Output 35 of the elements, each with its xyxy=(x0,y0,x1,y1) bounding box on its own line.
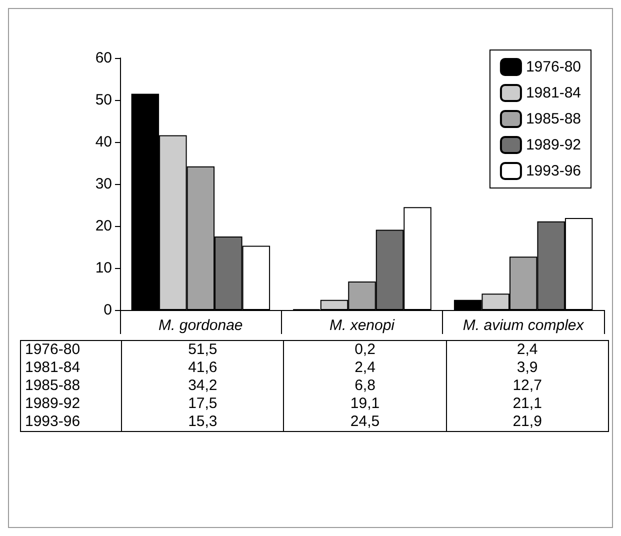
x-tick-label: M. gordonae xyxy=(158,317,243,334)
data-label: 2,4 xyxy=(446,340,608,359)
data-label: 0,2 xyxy=(284,340,446,359)
text: 1993-96 xyxy=(25,413,80,430)
data-label: 3,9 xyxy=(446,359,608,377)
y-tick-label: 30 xyxy=(95,176,112,192)
data-label: 2,4 xyxy=(284,359,446,377)
legend-label: 1981-84 xyxy=(526,84,582,102)
data-label: 34,2 xyxy=(122,377,284,395)
y-tick-label: 60 xyxy=(95,50,112,66)
x-tick-label: M. xenopi xyxy=(329,317,396,334)
y-tick-label: 20 xyxy=(95,218,112,234)
y-tick-label: 40 xyxy=(95,134,112,150)
data-label: 21,1 xyxy=(446,395,608,413)
data-label: 21,9 xyxy=(446,413,608,432)
data-label: 24,5 xyxy=(284,413,446,432)
data-label: 6,8 xyxy=(284,377,446,395)
legend-label: 1989-92 xyxy=(526,136,582,154)
legend-label: 1976-80 xyxy=(526,58,582,76)
legend-label: 1993-96 xyxy=(526,162,582,180)
y-tick-label: 0 xyxy=(104,302,112,318)
data-label: 51,5 xyxy=(122,340,284,359)
text: 1976-80 xyxy=(25,341,80,358)
data-label: 41,6 xyxy=(122,359,284,377)
y-tick-label: 10 xyxy=(95,260,112,276)
text: 1985-88 xyxy=(25,377,80,394)
text: 1981-84 xyxy=(25,359,80,376)
text: 1989-92 xyxy=(25,395,80,412)
data-label: 17,5 xyxy=(122,395,284,413)
legend-label: 1985-88 xyxy=(526,110,582,128)
data-label: 12,7 xyxy=(446,377,608,395)
data-label: 15,3 xyxy=(122,413,284,432)
x-tick-label: M. avium complex xyxy=(462,317,584,334)
y-tick-label: 50 xyxy=(95,92,112,108)
data-label: 19,1 xyxy=(284,395,446,413)
